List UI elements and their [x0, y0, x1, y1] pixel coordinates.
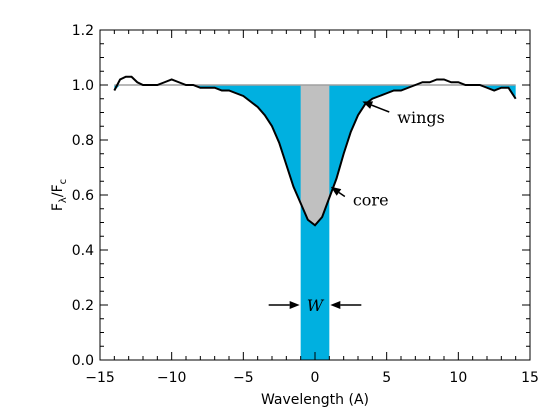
y-tick-label: 1.0	[72, 78, 94, 94]
y-tick-label: 1.2	[72, 23, 94, 39]
x-axis-title: Wavelength (A)	[261, 392, 369, 408]
x-axis-ticks: −15 −10 −5 0 5 10 15	[85, 30, 539, 386]
y-axis-ticks: 0.0 0.2 0.4 0.6 0.8 1.0 1.2	[72, 23, 530, 369]
core-arrow	[338, 191, 346, 198]
y-tick-label: 0.0	[72, 353, 94, 369]
y-axis-title: Fλ/Fc	[50, 179, 69, 211]
x-tick-label: 15	[521, 370, 539, 386]
x-tick-label: −15	[85, 370, 115, 386]
x-tick-label: −10	[157, 370, 187, 386]
spectrum-profile-line	[113, 75, 517, 227]
x-tick-label: 0	[311, 370, 320, 386]
width-arrowhead-left	[289, 301, 300, 309]
core-arrowhead	[330, 186, 342, 196]
x-tick-label: 5	[382, 370, 391, 386]
y-tick-label: 0.8	[72, 133, 94, 149]
wings-arrow	[371, 104, 390, 113]
x-tick-label: 10	[449, 370, 467, 386]
y-tick-label: 0.6	[72, 188, 94, 204]
width-label: W	[307, 296, 325, 315]
width-arrowhead-right	[330, 301, 341, 309]
y-tick-label: 0.2	[72, 298, 94, 314]
y-tick-label: 0.4	[72, 243, 94, 259]
core-area	[300, 85, 330, 226]
x-tick-label: −5	[233, 370, 254, 386]
wings-arrowhead	[362, 101, 374, 109]
core-label: core	[353, 191, 389, 210]
wings-label: wings	[397, 108, 445, 127]
